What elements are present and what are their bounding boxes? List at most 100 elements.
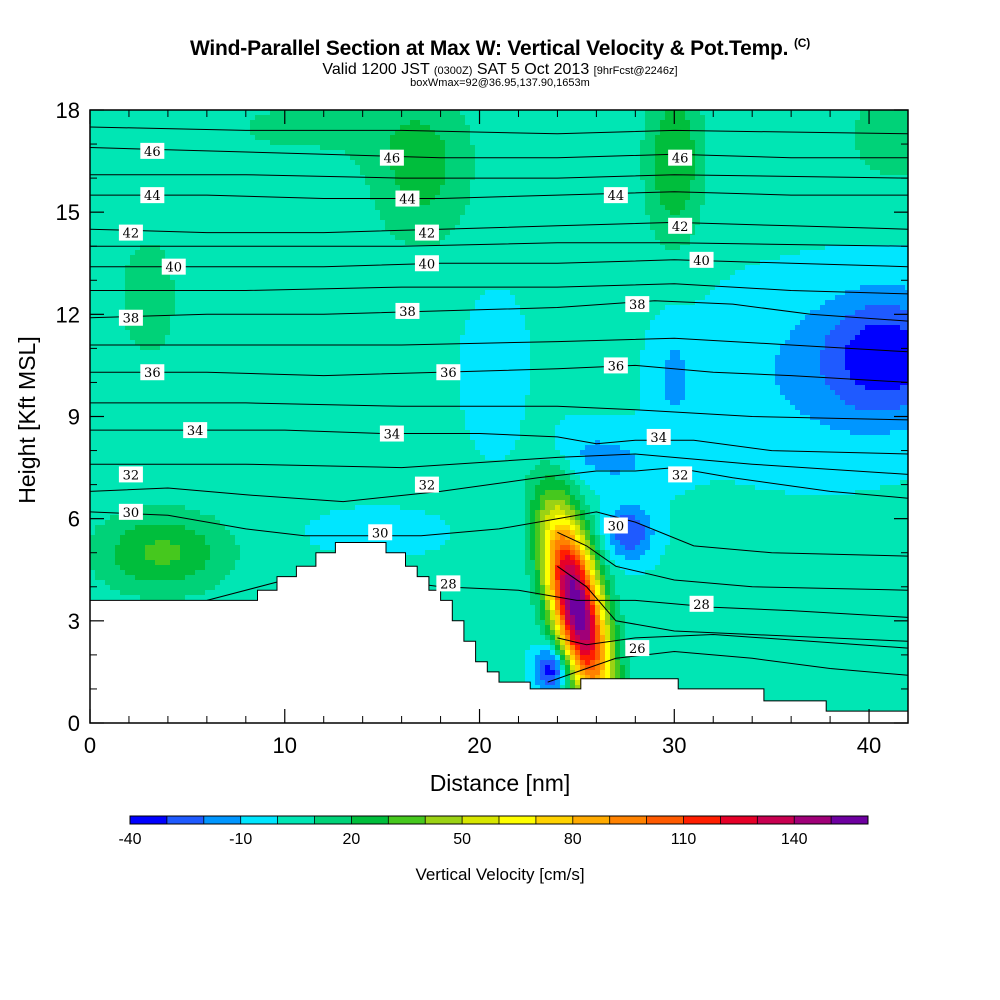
velocity-cell (135, 160, 141, 166)
velocity-cell (885, 220, 891, 226)
velocity-cell (385, 260, 391, 266)
velocity-cell (640, 215, 646, 221)
velocity-cell (135, 130, 141, 136)
velocity-cell (835, 200, 841, 206)
velocity-cell (310, 225, 316, 231)
velocity-cell (330, 120, 336, 126)
velocity-cell (365, 210, 371, 216)
velocity-cell (320, 125, 326, 131)
velocity-cell (270, 180, 276, 186)
velocity-cell (185, 150, 191, 156)
velocity-cell (255, 115, 261, 121)
velocity-cell (245, 215, 251, 221)
velocity-cell (150, 135, 156, 141)
velocity-cell (135, 245, 141, 251)
velocity-cell (780, 220, 786, 226)
velocity-cell (210, 150, 216, 156)
velocity-cell (205, 210, 211, 216)
velocity-cell (825, 255, 831, 261)
velocity-cell (420, 165, 426, 171)
velocity-cell (95, 160, 101, 166)
velocity-cell (535, 190, 541, 196)
velocity-cell (755, 115, 761, 121)
velocity-cell (675, 200, 681, 206)
velocity-cell (705, 155, 711, 161)
velocity-cell (860, 190, 866, 196)
velocity-cell (145, 135, 151, 141)
velocity-cell (220, 200, 226, 206)
velocity-cell (830, 145, 836, 151)
velocity-cell (885, 150, 891, 156)
velocity-cell (905, 225, 908, 231)
velocity-cell (855, 220, 861, 226)
velocity-cell (700, 210, 706, 216)
velocity-cell (175, 230, 181, 236)
velocity-cell (730, 130, 736, 136)
velocity-cell (285, 185, 291, 191)
velocity-cell (900, 205, 906, 211)
velocity-cell (290, 160, 296, 166)
velocity-cell (630, 115, 636, 121)
velocity-cell (680, 205, 686, 211)
velocity-cell (500, 165, 506, 171)
velocity-cell (650, 180, 656, 186)
velocity-cell (550, 205, 556, 211)
velocity-cell (505, 185, 511, 191)
velocity-cell (760, 115, 766, 121)
velocity-cell (210, 110, 216, 116)
velocity-cell (690, 130, 696, 136)
velocity-cell (840, 180, 846, 186)
velocity-cell (555, 165, 561, 171)
velocity-cell (455, 190, 461, 196)
velocity-cell (355, 185, 361, 191)
velocity-cell (705, 200, 711, 206)
velocity-cell (410, 250, 416, 256)
velocity-cell (825, 140, 831, 146)
velocity-cell (770, 120, 776, 126)
velocity-cell (190, 145, 196, 151)
velocity-cell (410, 120, 416, 126)
velocity-cell (240, 200, 246, 206)
velocity-cell (310, 175, 316, 181)
velocity-cell (115, 165, 121, 171)
velocity-cell (770, 160, 776, 166)
velocity-cell (685, 210, 691, 216)
velocity-cell (525, 140, 531, 146)
velocity-cell (230, 220, 236, 226)
velocity-cell (220, 225, 226, 231)
velocity-cell (320, 205, 326, 211)
velocity-cell (635, 160, 641, 166)
velocity-cell (535, 140, 541, 146)
velocity-cell (890, 250, 896, 256)
velocity-cell (445, 220, 451, 226)
velocity-cell (545, 215, 551, 221)
velocity-cell (730, 155, 736, 161)
velocity-cell (645, 160, 651, 166)
velocity-cell (230, 160, 236, 166)
velocity-cell (155, 110, 161, 116)
velocity-cell (565, 185, 571, 191)
velocity-cell (365, 125, 371, 131)
velocity-cell (335, 165, 341, 171)
velocity-cell (125, 255, 131, 261)
velocity-cell (510, 110, 516, 116)
velocity-cell (525, 160, 531, 166)
velocity-cell (215, 125, 221, 131)
velocity-cell (770, 235, 776, 241)
velocity-cell (240, 245, 246, 251)
velocity-cell (390, 145, 396, 151)
velocity-cell (665, 185, 671, 191)
velocity-cell (525, 150, 531, 156)
velocity-cell (710, 240, 716, 246)
velocity-cell (535, 245, 541, 251)
velocity-cell (330, 190, 336, 196)
velocity-cell (455, 120, 461, 126)
velocity-cell (785, 175, 791, 181)
velocity-cell (340, 125, 346, 131)
velocity-cell (190, 210, 196, 216)
velocity-cell (425, 220, 431, 226)
velocity-cell (870, 205, 876, 211)
velocity-cell (575, 120, 581, 126)
velocity-cell (790, 240, 796, 246)
velocity-cell (135, 180, 141, 186)
